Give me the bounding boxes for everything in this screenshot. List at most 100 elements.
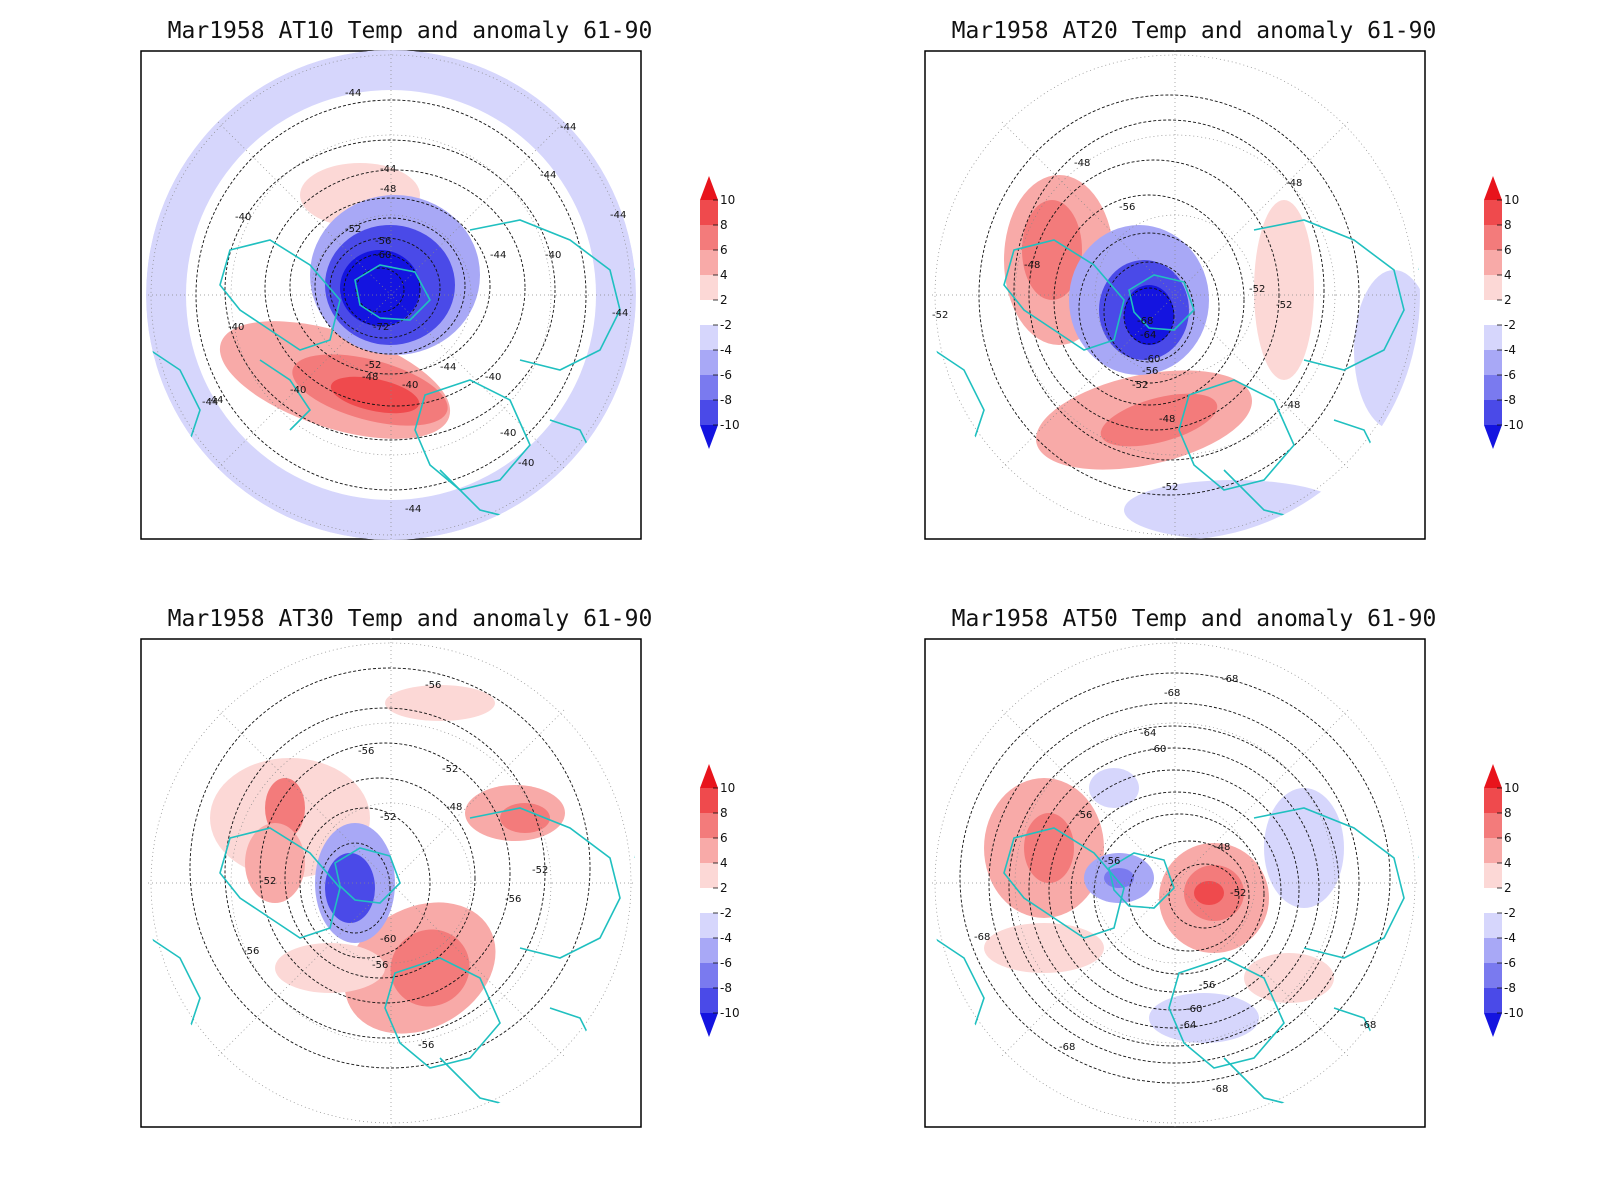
colorbar-band <box>700 400 718 425</box>
colorbar-band <box>700 988 718 1013</box>
colorbar-band <box>1484 300 1502 325</box>
colorbar-band <box>700 888 718 913</box>
colorbar-tick-label: 10 <box>720 193 735 207</box>
colorbar-tick-label: 10 <box>720 781 735 795</box>
svg-text:-72: -72 <box>373 322 389 333</box>
svg-text:-56: -56 <box>1142 366 1158 377</box>
colorbar-tick-label: 6 <box>1504 831 1512 845</box>
colorbar: 10 8 6 4 2 -2 -4 -6 -8 -10 <box>700 764 740 1037</box>
svg-text:-48: -48 <box>1074 158 1090 169</box>
colorbar-tick-label: -2 <box>720 906 732 920</box>
colorbar-band <box>700 863 718 888</box>
colorbar-tick-label: -2 <box>1504 906 1516 920</box>
colorbar-band <box>700 250 718 275</box>
colorbar-band <box>700 913 718 938</box>
colorbar-tick-label: -10 <box>720 1006 740 1020</box>
colorbar-band <box>1484 425 1502 449</box>
colorbar-band <box>1484 350 1502 375</box>
colorbar-tick-label: -6 <box>1504 368 1516 382</box>
colorbar-tick-label: -4 <box>720 931 732 945</box>
svg-text:-68: -68 <box>1164 688 1180 699</box>
panel-title: Mar1958 AT10 Temp and anomaly 61-90 <box>167 18 653 44</box>
colorbar-band <box>1484 200 1502 225</box>
svg-text:-56: -56 <box>1104 856 1120 867</box>
svg-text:-48: -48 <box>380 184 396 195</box>
svg-text:-56: -56 <box>1199 980 1215 991</box>
colorbar-tick-label: 8 <box>720 806 728 820</box>
svg-text:-44: -44 <box>207 395 223 406</box>
svg-text:-44: -44 <box>345 88 361 99</box>
contour-labels: -56 -56 -52 -48 -52 -52 -60 -56 -56 -52 … <box>243 680 548 1051</box>
colorbar-band <box>1484 275 1502 300</box>
colorbar-band <box>1484 325 1502 350</box>
svg-text:-40: -40 <box>402 380 418 391</box>
svg-text:-40: -40 <box>228 322 244 333</box>
colorbar-tick-label: 6 <box>720 243 728 257</box>
colorbar-tick-label: -4 <box>1504 343 1516 357</box>
svg-text:-44: -44 <box>490 250 506 261</box>
colorbar-tick-label: -8 <box>720 393 732 407</box>
colorbar-tick-label: 6 <box>720 831 728 845</box>
colorbar-band <box>700 275 718 300</box>
colorbar-band <box>1484 225 1502 250</box>
colorbar-tick-label: 10 <box>1504 193 1519 207</box>
colorbar-band <box>700 176 718 200</box>
colorbar-band <box>1484 176 1502 200</box>
svg-text:-44: -44 <box>540 170 556 181</box>
svg-text:-44: -44 <box>380 164 396 175</box>
map-panel-at10: Mar1958 AT10 Temp and anomaly 61-90 <box>140 18 900 578</box>
panel-title: Mar1958 AT20 Temp and anomaly 61-90 <box>951 18 1437 44</box>
colorbar-band <box>1484 913 1502 938</box>
svg-text:-56: -56 <box>372 960 388 971</box>
colorbar-tick-label: 10 <box>1504 781 1519 795</box>
svg-text:-56: -56 <box>375 236 391 247</box>
svg-text:-56: -56 <box>1076 810 1092 821</box>
svg-text:-60: -60 <box>375 250 391 261</box>
colorbar-band <box>700 1013 718 1037</box>
colorbar-tick-label: -10 <box>720 418 740 432</box>
colorbar-band <box>700 325 718 350</box>
svg-text:-52: -52 <box>442 764 458 775</box>
colorbar-tick-label: -4 <box>720 343 732 357</box>
svg-text:-40: -40 <box>235 212 251 223</box>
colorbar-band <box>700 788 718 813</box>
svg-text:-56: -56 <box>243 946 259 957</box>
svg-text:-40: -40 <box>545 250 561 261</box>
colorbar-tick-label: -6 <box>720 956 732 970</box>
svg-text:-48: -48 <box>1159 414 1175 425</box>
svg-text:-48: -48 <box>1024 260 1040 271</box>
colorbar-band <box>700 838 718 863</box>
svg-text:-52: -52 <box>1162 482 1178 493</box>
colorbar-band <box>700 813 718 838</box>
colorbar-tick-label: -8 <box>720 981 732 995</box>
colorbar-band <box>1484 788 1502 813</box>
colorbar-band <box>1484 838 1502 863</box>
colorbar-band <box>1484 813 1502 838</box>
svg-text:-52: -52 <box>1132 380 1148 391</box>
svg-text:-52: -52 <box>1276 300 1292 311</box>
colorbar-tick-label: 2 <box>1504 881 1512 895</box>
colorbar-tick-label: -6 <box>1504 956 1516 970</box>
svg-text:-68: -68 <box>1360 1020 1376 1031</box>
colorbar-tick-label: -6 <box>720 368 732 382</box>
colorbar: 10 8 6 4 2 -2 -4 -6 -8 -10 <box>1484 176 1524 449</box>
svg-text:-60: -60 <box>1150 744 1166 755</box>
colorbar-tick-label: -2 <box>720 318 732 332</box>
map-panel-at30: Mar1958 AT30 Temp and anomaly 61-90 <box>140 606 900 1166</box>
colorbar-band <box>700 938 718 963</box>
svg-text:-52: -52 <box>345 224 361 235</box>
colorbar-band <box>700 425 718 449</box>
colorbar-tick-label: 4 <box>720 856 728 870</box>
colorbar-band <box>700 300 718 325</box>
colorbar-tick-label: -4 <box>1504 931 1516 945</box>
svg-text:-40: -40 <box>485 372 501 383</box>
map-panel-at50: Mar1958 AT50 Temp and anomaly 61-90 <box>924 606 1600 1166</box>
colorbar-band <box>700 350 718 375</box>
colorbar-band <box>1484 764 1502 788</box>
svg-text:-60: -60 <box>1186 1004 1202 1015</box>
svg-text:-64: -64 <box>1180 1020 1196 1031</box>
svg-text:-44: -44 <box>612 308 628 319</box>
colorbar-band <box>1484 863 1502 888</box>
svg-text:-52: -52 <box>932 310 948 321</box>
contour-labels: -48 -48 -56 -48 -68 -64 -60 -56 -52 -48 … <box>932 158 1302 493</box>
